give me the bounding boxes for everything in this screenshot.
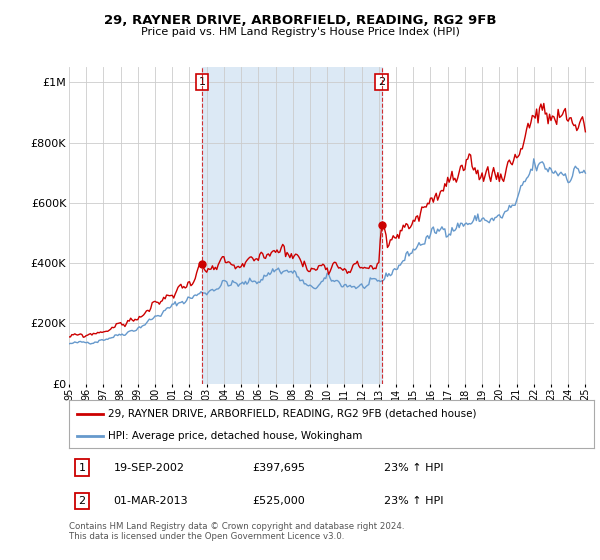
Bar: [202, 67, 382, 384]
Text: 2: 2: [79, 496, 86, 506]
Text: 23% ↑ HPI: 23% ↑ HPI: [384, 496, 443, 506]
Text: Price paid vs. HM Land Registry's House Price Index (HPI): Price paid vs. HM Land Registry's House …: [140, 27, 460, 37]
Text: HPI: Average price, detached house, Wokingham: HPI: Average price, detached house, Woki…: [109, 431, 363, 441]
Text: 19-SEP-2002: 19-SEP-2002: [113, 463, 185, 473]
Text: 2: 2: [378, 77, 385, 87]
Text: Contains HM Land Registry data © Crown copyright and database right 2024.
This d: Contains HM Land Registry data © Crown c…: [69, 522, 404, 542]
Text: 1: 1: [79, 463, 86, 473]
Text: 01-MAR-2013: 01-MAR-2013: [113, 496, 188, 506]
Text: 29, RAYNER DRIVE, ARBORFIELD, READING, RG2 9FB: 29, RAYNER DRIVE, ARBORFIELD, READING, R…: [104, 14, 496, 27]
Text: 23% ↑ HPI: 23% ↑ HPI: [384, 463, 443, 473]
Text: £525,000: £525,000: [253, 496, 305, 506]
Text: 29, RAYNER DRIVE, ARBORFIELD, READING, RG2 9FB (detached house): 29, RAYNER DRIVE, ARBORFIELD, READING, R…: [109, 409, 477, 419]
Text: 1: 1: [199, 77, 205, 87]
Text: £397,695: £397,695: [253, 463, 306, 473]
